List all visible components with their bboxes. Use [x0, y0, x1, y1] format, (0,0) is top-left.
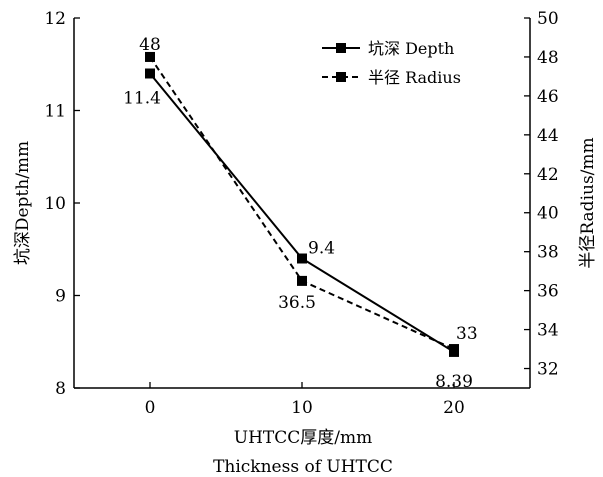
radius-marker [145, 51, 155, 62]
legend-label: 半径 Radius [368, 68, 461, 87]
left-y-tick-label: 10 [44, 194, 66, 214]
right-y-tick-label: 40 [537, 204, 559, 224]
x-tick-label: 20 [443, 398, 465, 418]
right-y-tick-label: 46 [537, 87, 559, 107]
right-y-axis: 32 34 36 38 40 42 44 46 48 50 [524, 9, 559, 380]
right-y-tick-label: 42 [537, 165, 559, 185]
x-axis-title-line2: Thickness of UHTCC [213, 457, 393, 477]
depth-data-label: 8.39 [435, 372, 473, 392]
left-y-tick-label: 9 [55, 287, 66, 307]
legend-marker [336, 43, 346, 53]
radius-data-label: 33 [456, 324, 478, 344]
x-tick-label: 10 [291, 398, 313, 418]
depth-marker [145, 68, 155, 79]
left-y-tick-label: 12 [44, 9, 66, 29]
series-layer [145, 51, 459, 357]
left-y-tick-label: 11 [44, 102, 66, 122]
right-y-tick-label: 36 [537, 282, 559, 302]
radius-data-label: 36.5 [278, 293, 316, 313]
legend-label: 坑深 Depth [368, 39, 454, 58]
right-y-tick-label: 38 [537, 243, 559, 263]
left-y-axis: 8 9 10 11 12 [44, 9, 80, 399]
right-y-tick-label: 44 [537, 126, 559, 146]
data-labels-layer: 11.4 9.4 8.39 48 36.5 33 [123, 35, 478, 392]
x-tick-label: 0 [145, 398, 156, 418]
right-y-axis-title: 半径Radius/mm [578, 137, 598, 268]
depth-data-label: 11.4 [123, 89, 161, 109]
right-y-tick-label: 48 [537, 48, 559, 68]
x-axis-title-line1: UHTCC厚度/mm [234, 428, 372, 448]
legend: 坑深 Depth 半径 Radius [322, 39, 461, 87]
right-y-tick-label: 32 [537, 360, 559, 380]
legend-marker [336, 72, 346, 82]
x-axis: 0 10 20 [145, 382, 465, 418]
right-y-tick-label: 34 [537, 321, 559, 341]
depth-data-label: 9.4 [308, 239, 335, 259]
radius-marker [449, 344, 459, 355]
right-y-tick-label: 50 [537, 9, 559, 29]
radius-marker [297, 275, 307, 286]
depth-marker [297, 253, 307, 264]
left-y-tick-label: 8 [55, 379, 66, 399]
left-y-axis-title: 坑深Depth/mm [13, 141, 33, 265]
radius-data-label: 48 [139, 35, 161, 55]
